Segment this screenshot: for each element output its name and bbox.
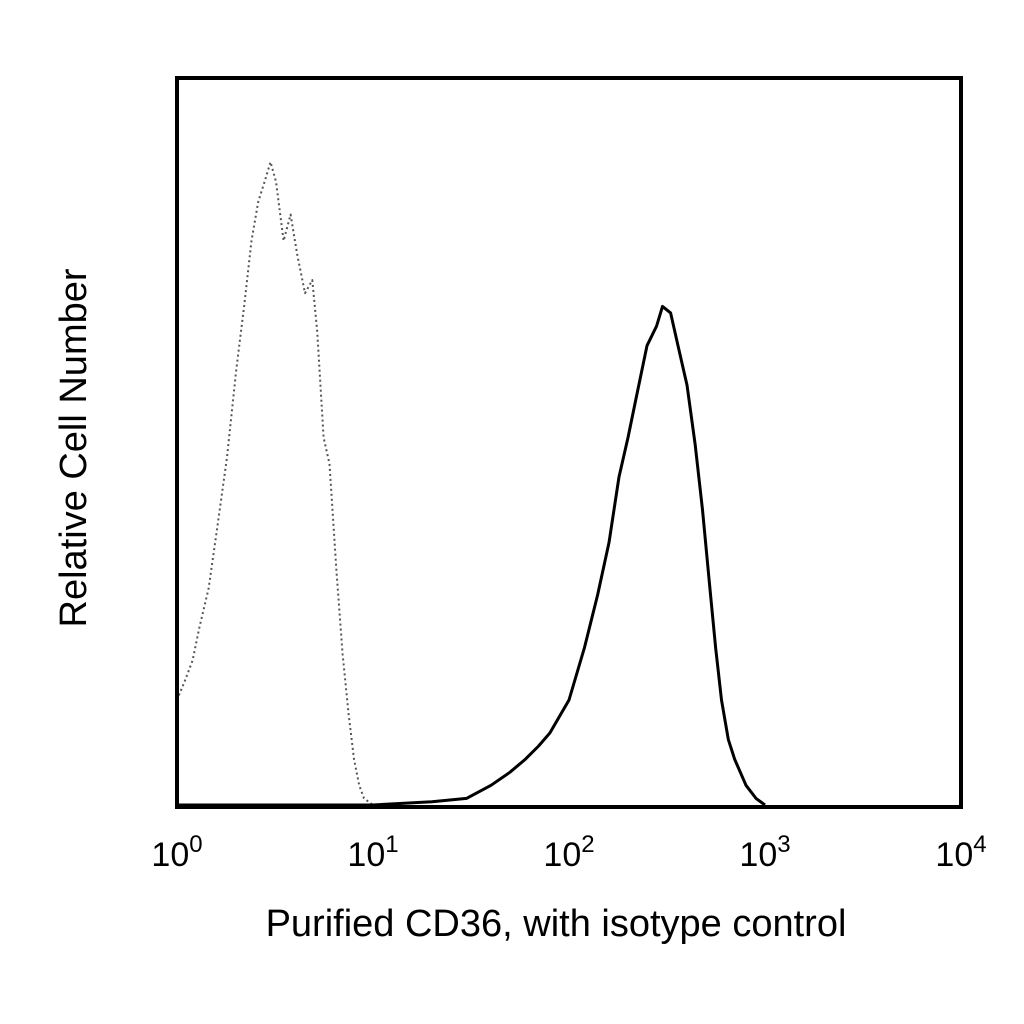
plot-frame [175, 76, 963, 809]
series-1-dotted-line [176, 161, 389, 806]
x-tick-label-2: 102 [543, 831, 594, 874]
series-2-solid-line [177, 304, 766, 807]
x-tick-label-3: 103 [739, 831, 790, 874]
x-axis-label: Purified CD36, with isotype control [266, 903, 847, 945]
x-tick-label-1: 101 [347, 831, 398, 874]
y-axis-label: Relative Cell Number [53, 268, 95, 627]
series-layer [176, 161, 766, 807]
x-tick-labels: 100 101 102 103 104 [151, 831, 986, 874]
x-tick-label-0: 100 [151, 831, 202, 874]
x-tick-label-4: 104 [935, 831, 986, 874]
